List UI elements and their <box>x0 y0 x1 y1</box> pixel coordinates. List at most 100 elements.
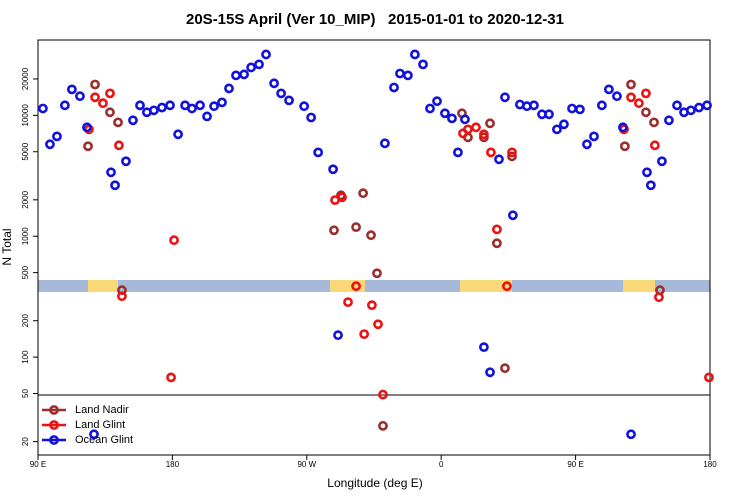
point <box>276 88 287 99</box>
point <box>694 102 704 113</box>
x-tick-label: 0 <box>439 460 444 469</box>
point <box>552 124 562 135</box>
point <box>432 96 442 107</box>
point <box>702 100 712 111</box>
point <box>83 141 93 152</box>
point <box>246 62 256 73</box>
point <box>113 117 123 128</box>
point <box>380 138 390 149</box>
point <box>121 156 131 167</box>
point <box>166 372 176 383</box>
y-tick-label: 5000 <box>21 142 30 160</box>
point <box>98 98 108 109</box>
point <box>128 115 138 126</box>
point <box>582 139 592 150</box>
point <box>618 122 628 133</box>
point <box>626 79 636 90</box>
point <box>453 147 463 158</box>
point <box>90 79 100 90</box>
point <box>447 113 457 124</box>
point <box>589 131 599 142</box>
point <box>209 101 219 112</box>
surface-band <box>38 280 710 292</box>
point <box>351 281 361 292</box>
point <box>261 49 271 60</box>
y-axis-label: N Total <box>0 228 14 265</box>
point <box>657 156 667 167</box>
point <box>410 49 420 60</box>
point <box>328 164 338 175</box>
legend-label: Land Nadir <box>75 404 129 416</box>
point <box>507 151 517 162</box>
y-tick-label: 10000 <box>21 104 30 127</box>
x-tick-label: 90 W <box>297 460 316 469</box>
point <box>148 105 159 116</box>
y-tick-label: 1000 <box>21 227 30 245</box>
point <box>217 97 227 108</box>
point <box>645 180 656 191</box>
point <box>187 103 197 114</box>
point <box>626 92 636 103</box>
point <box>66 84 77 95</box>
point <box>75 91 85 102</box>
point <box>135 100 145 111</box>
point <box>89 429 99 440</box>
point <box>239 69 249 80</box>
point <box>359 329 370 340</box>
point <box>299 101 310 112</box>
point <box>507 210 518 221</box>
point <box>157 102 167 113</box>
point <box>366 230 376 241</box>
point <box>343 297 353 308</box>
point <box>105 88 115 99</box>
x-tick-label: 90 E <box>567 460 583 469</box>
point <box>649 140 660 151</box>
point <box>173 129 183 140</box>
point <box>165 100 175 111</box>
point <box>626 429 636 440</box>
legend-label: Land Glint <box>75 419 125 431</box>
legend-marker <box>49 435 59 445</box>
point <box>559 119 569 130</box>
point <box>378 420 388 431</box>
point <box>529 100 539 111</box>
y-tick-label: 200 <box>21 314 30 328</box>
point <box>313 147 324 158</box>
point <box>485 118 495 129</box>
point <box>642 167 652 178</box>
y-tick-label: 20 <box>21 437 30 446</box>
legend-marker <box>49 405 59 415</box>
point <box>306 112 317 123</box>
point <box>38 103 48 114</box>
point <box>425 103 435 114</box>
point <box>254 59 264 70</box>
point <box>440 108 450 119</box>
x-axis-label: Longitude (deg E) <box>327 476 422 490</box>
point <box>110 180 120 191</box>
y-tick-label: 20000 <box>21 67 30 90</box>
point <box>575 104 585 115</box>
point <box>634 98 644 109</box>
ocean-band <box>38 280 710 292</box>
point <box>649 117 659 128</box>
y-tick-label: 500 <box>21 265 30 279</box>
point <box>654 292 664 303</box>
point <box>373 319 383 330</box>
point <box>378 389 388 400</box>
point <box>52 131 62 142</box>
point <box>358 188 368 199</box>
point <box>90 92 100 103</box>
x-tick-label: 90 E <box>30 460 46 469</box>
legend-marker <box>49 420 59 430</box>
point <box>269 78 279 89</box>
point <box>471 122 481 133</box>
point <box>284 95 294 106</box>
point <box>202 111 212 122</box>
legend-label: Ocean Glint <box>75 434 133 446</box>
point <box>402 70 413 81</box>
plot-frame <box>37 39 711 456</box>
point <box>106 167 116 178</box>
point <box>460 114 470 125</box>
point <box>45 139 55 150</box>
point <box>351 222 361 232</box>
